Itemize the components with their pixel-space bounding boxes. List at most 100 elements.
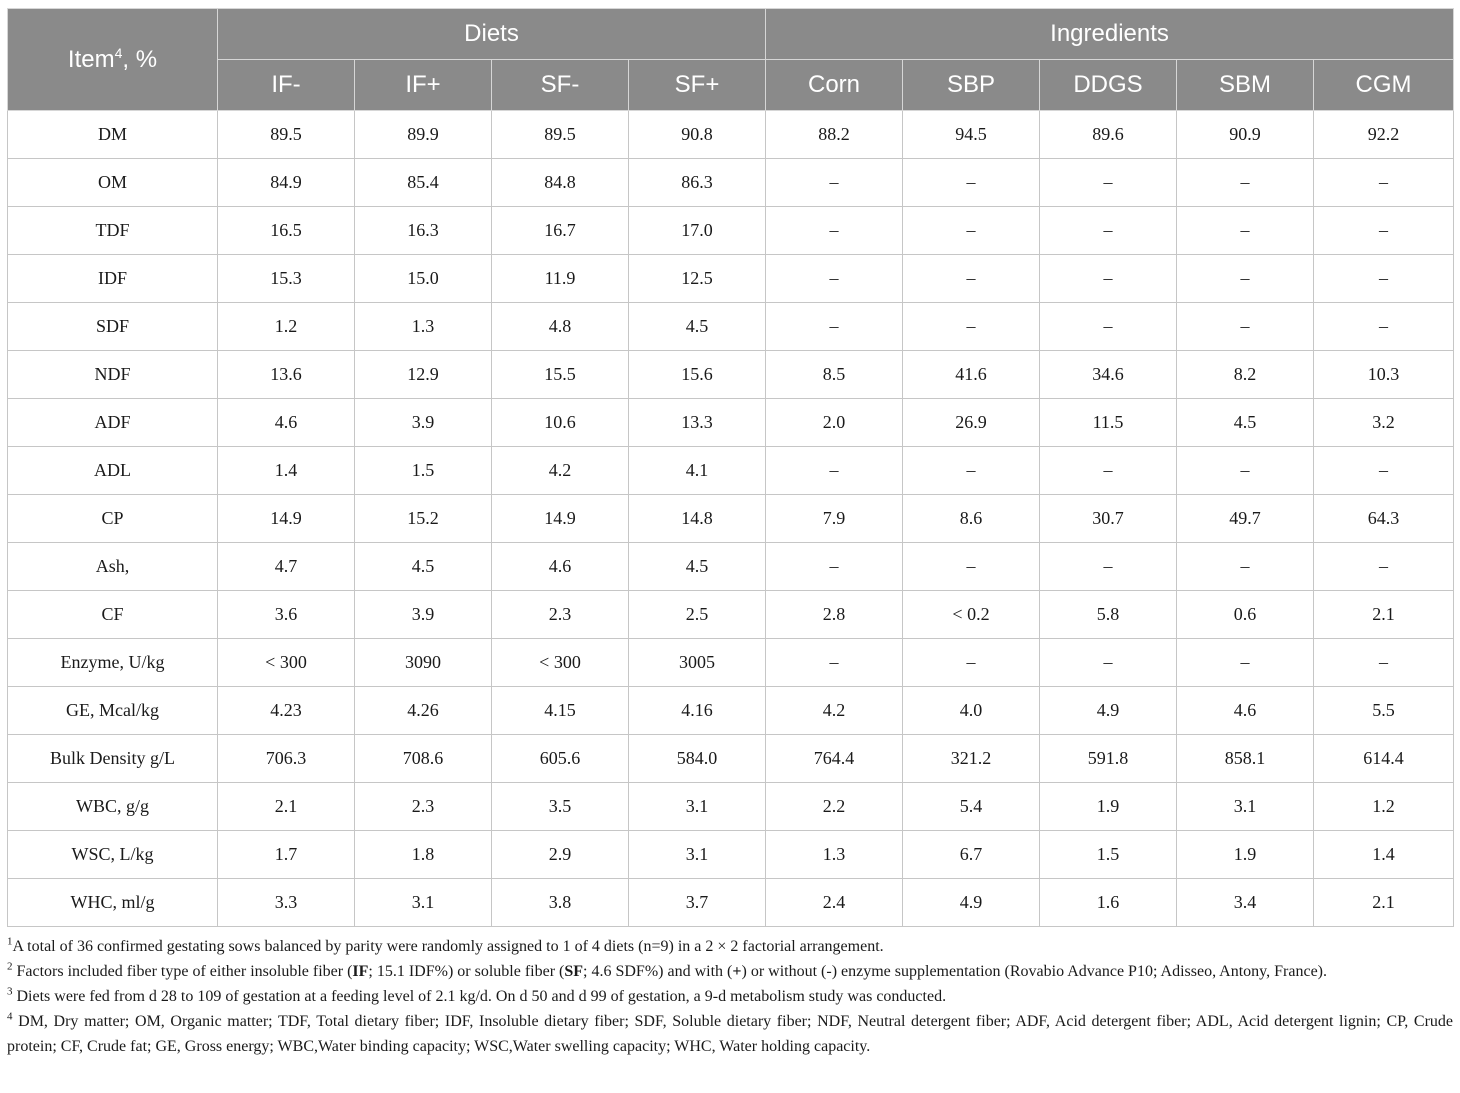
table-cell: 2.8 <box>765 590 903 639</box>
row-label: ADF <box>7 398 218 447</box>
table-row: WSC, L/kg 1.7 1.8 2.9 3.1 1.3 6.7 1.5 1.9 1.4 <box>7 830 1455 879</box>
table-cell: 3.1 <box>354 878 492 927</box>
table-cell: 4.8 <box>491 302 629 351</box>
table-cell: 706.3 <box>217 734 355 783</box>
diets-group-header: Diets <box>217 8 766 60</box>
table-cell: 1.7 <box>217 830 355 879</box>
table-cell: 605.6 <box>491 734 629 783</box>
table-cell: 2.1 <box>217 782 355 831</box>
table-cell: 708.6 <box>354 734 492 783</box>
table-cell: 89.5 <box>491 110 629 159</box>
table-cell: – <box>1176 542 1314 591</box>
table-cell: 5.5 <box>1312 686 1455 735</box>
table-cell: – <box>1039 542 1177 591</box>
row-label: CF <box>7 590 218 639</box>
table-row: TDF 16.5 16.3 16.7 17.0– – – – – <box>7 206 1455 255</box>
table-cell: – <box>1039 638 1177 687</box>
table-row: CP 14.9 15.2 14.9 14.8 7.9 8.6 30.7 49.7 64.3 <box>7 494 1455 543</box>
table-cell: 2.3 <box>491 590 629 639</box>
table-cell: 3.5 <box>491 782 629 831</box>
table-cell: 90.9 <box>1176 110 1314 159</box>
table-cell: 15.5 <box>491 350 629 399</box>
table-cell: 764.4 <box>765 734 903 783</box>
table-cell: – <box>1176 206 1314 255</box>
table-cell: – <box>1176 302 1314 351</box>
table-cell: 4.5 <box>1176 398 1314 447</box>
table-cell: – <box>1176 158 1314 207</box>
table-cell: 15.0 <box>354 254 492 303</box>
table-cell: 30.7 <box>1039 494 1177 543</box>
column-header: Corn <box>765 59 903 111</box>
table-container: Item4, % Diets Ingredients IF- IF+ SF- SF+ C… <box>7 8 1455 927</box>
column-header: SBP <box>902 59 1040 111</box>
table-cell: 3.3 <box>217 878 355 927</box>
table-cell: – <box>902 302 1040 351</box>
table-cell: 4.7 <box>217 542 355 591</box>
table-cell: – <box>1176 446 1314 495</box>
row-label: WSC, L/kg <box>7 830 218 879</box>
table-cell: 6.7 <box>902 830 1040 879</box>
table-cell: 16.7 <box>491 206 629 255</box>
table-cell: – <box>902 542 1040 591</box>
footnotes: 1A total of 36 confirmed gestating sows … <box>7 934 1453 1059</box>
table-row: ADL 1.4 1.5 4.2 4.1– – – – – <box>7 446 1455 495</box>
table-cell: – <box>1176 638 1314 687</box>
table-cell: 89.5 <box>217 110 355 159</box>
table-cell: 4.2 <box>765 686 903 735</box>
table-row: SDF 1.2 1.3 4.8 4.5– – – – – <box>7 302 1455 351</box>
table-cell: 1.8 <box>354 830 492 879</box>
table-cell: 4.15 <box>491 686 629 735</box>
table-cell: 1.2 <box>217 302 355 351</box>
table-cell: 2.3 <box>354 782 492 831</box>
table-cell: 8.2 <box>1176 350 1314 399</box>
table-cell: 4.5 <box>628 542 766 591</box>
table-cell: – <box>1039 446 1177 495</box>
table-cell: – <box>765 638 903 687</box>
table-row: NDF 13.6 12.9 15.5 15.6 8.5 41.6 34.6 8.2 10.3 <box>7 350 1455 399</box>
table-cell: 12.5 <box>628 254 766 303</box>
row-label: Bulk Density g/L <box>7 734 218 783</box>
table-cell: 1.3 <box>354 302 492 351</box>
table-cell: 90.8 <box>628 110 766 159</box>
table-cell: – <box>1312 302 1455 351</box>
table-cell: 2.1 <box>1312 878 1455 927</box>
row-label: GE, Mcal/kg <box>7 686 218 735</box>
table-cell: – <box>1039 302 1177 351</box>
composition-table: Item4, % Diets Ingredients IF- IF+ SF- SF+ C… <box>7 8 1455 927</box>
table-cell: 14.9 <box>491 494 629 543</box>
row-label: ADL <box>7 446 218 495</box>
table-cell: 16.5 <box>217 206 355 255</box>
table-cell: – <box>1312 542 1455 591</box>
table-cell: 1.4 <box>1312 830 1455 879</box>
row-label: WHC, ml/g <box>7 878 218 927</box>
table-cell: – <box>1039 206 1177 255</box>
footnote-3: 3 Diets were fed from d 28 to 109 of ges… <box>7 985 947 1005</box>
table-cell: 41.6 <box>902 350 1040 399</box>
table-cell: 15.3 <box>217 254 355 303</box>
row-label: NDF <box>7 350 218 399</box>
footnote-4: 4 DM, Dry matter; OM, Organic matter; TD… <box>7 1010 1453 1055</box>
table-cell: – <box>765 158 903 207</box>
table-cell: – <box>765 542 903 591</box>
table-cell: 13.6 <box>217 350 355 399</box>
table-cell: 86.3 <box>628 158 766 207</box>
table-cell: – <box>1312 254 1455 303</box>
column-header: SF+ <box>628 59 766 111</box>
table-cell: 584.0 <box>628 734 766 783</box>
item-header: Item4, % <box>7 8 218 111</box>
table-cell: – <box>765 446 903 495</box>
table-cell: 4.1 <box>628 446 766 495</box>
table-cell: 15.2 <box>354 494 492 543</box>
row-label: OM <box>7 158 218 207</box>
table-cell: 4.9 <box>1039 686 1177 735</box>
table-cell: 4.5 <box>354 542 492 591</box>
table-cell: 49.7 <box>1176 494 1314 543</box>
footnote-2: 2 Factors included fiber type of either … <box>7 960 1327 980</box>
table-cell: 3.2 <box>1312 398 1455 447</box>
table-cell: 2.9 <box>491 830 629 879</box>
table-cell: 0.6 <box>1176 590 1314 639</box>
table-cell: 8.6 <box>902 494 1040 543</box>
table-cell: 64.3 <box>1312 494 1455 543</box>
table-cell: 858.1 <box>1176 734 1314 783</box>
table-cell: 3.1 <box>628 830 766 879</box>
